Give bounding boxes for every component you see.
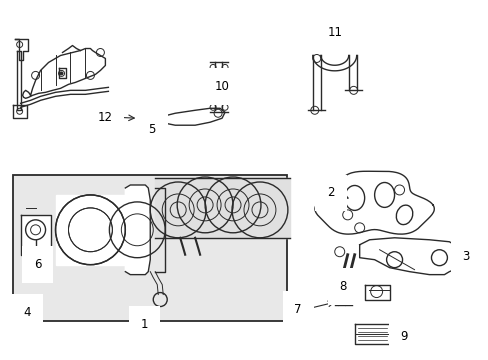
Text: 3: 3 <box>462 250 469 263</box>
Polygon shape <box>364 285 389 300</box>
Polygon shape <box>56 195 125 265</box>
Text: 8: 8 <box>339 280 346 293</box>
Polygon shape <box>354 324 389 345</box>
Polygon shape <box>20 215 50 255</box>
Circle shape <box>60 72 63 75</box>
Text: 11: 11 <box>327 26 342 39</box>
Polygon shape <box>359 238 458 275</box>
Text: 5: 5 <box>148 123 156 136</box>
Text: 6: 6 <box>34 258 41 271</box>
Polygon shape <box>125 185 150 275</box>
Text: 7: 7 <box>294 303 301 316</box>
Text: 10: 10 <box>214 80 229 93</box>
Text: 4: 4 <box>24 306 31 319</box>
Text: 9: 9 <box>400 330 407 343</box>
Text: 1: 1 <box>140 318 148 331</box>
Polygon shape <box>155 108 224 125</box>
Polygon shape <box>314 171 433 234</box>
Bar <box>13 175 286 321</box>
Text: 2: 2 <box>326 186 334 199</box>
Text: 12: 12 <box>97 111 112 124</box>
Polygon shape <box>22 49 105 98</box>
